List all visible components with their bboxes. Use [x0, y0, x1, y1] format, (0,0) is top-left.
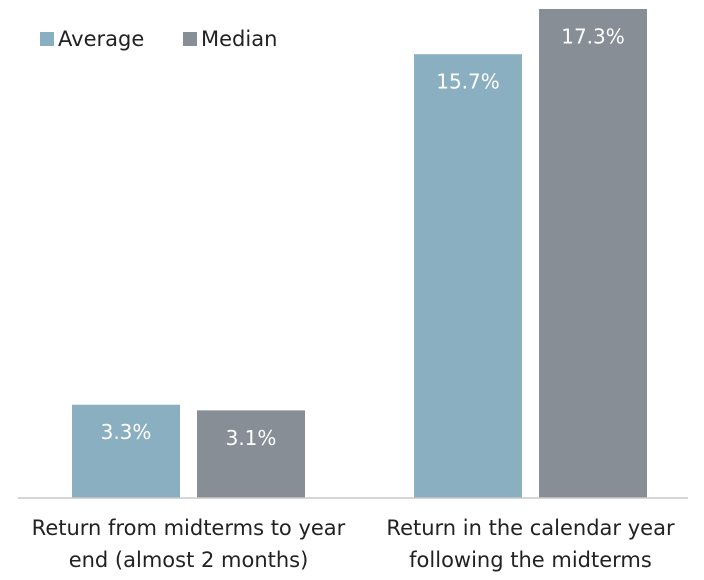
x-tick-label: Return in the calendar year following th…: [386, 516, 675, 572]
bar: [414, 54, 522, 498]
x-tick-label: Return from midterms to year end (almost…: [31, 516, 346, 572]
data-label: 17.3%: [561, 25, 625, 49]
bar: [197, 410, 305, 498]
legend-label: Average: [58, 27, 144, 51]
bar: [539, 9, 647, 498]
data-label: 3.1%: [226, 426, 277, 450]
data-label: 3.3%: [101, 420, 152, 444]
data-label: 15.7%: [436, 70, 500, 94]
legend-swatch: [183, 32, 197, 46]
bar: [72, 404, 180, 498]
legend-swatch: [40, 32, 54, 46]
legend-label: Median: [201, 27, 277, 51]
